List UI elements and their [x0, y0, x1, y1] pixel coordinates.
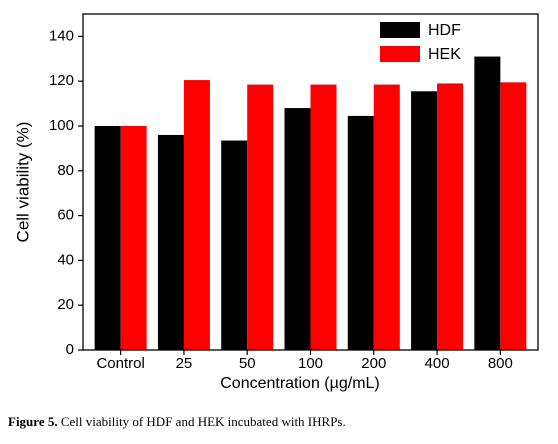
x-axis-label: Concentration (µg/mL) [220, 375, 380, 392]
chart: Concentration (µg/mL) Cell viability (%)… [13, 13, 539, 392]
y-tick-label: 100 [49, 117, 74, 134]
legend-swatch [380, 46, 420, 62]
bar [500, 82, 527, 350]
legend-label: HEK [428, 46, 461, 63]
plot-frame [82, 13, 539, 351]
legend-label: HDF [428, 22, 461, 39]
caption-label: Figure 5. [8, 414, 58, 429]
y-axis-label: Cell viability (%) [13, 122, 32, 243]
bar [120, 126, 147, 350]
y-tick-label: 80 [57, 162, 74, 179]
bar [157, 134, 184, 350]
bar [347, 115, 374, 350]
bar [183, 80, 210, 350]
bar [284, 108, 311, 350]
x-tick-label: 50 [239, 355, 256, 372]
caption: Figure 5. Cell viability of HDF and HEK … [8, 414, 346, 430]
bar [247, 84, 274, 350]
y-tick-label: 40 [57, 251, 74, 268]
bar [411, 91, 438, 350]
x-tick-label: Control [96, 355, 144, 372]
legend-swatch [380, 22, 420, 38]
bar [94, 126, 121, 350]
y-tick-label: 0 [66, 341, 74, 358]
y-tick-label: 120 [49, 72, 74, 89]
x-tick-label: 25 [176, 355, 193, 372]
bar [221, 140, 248, 350]
x-tick-label: 800 [488, 355, 513, 372]
y-tick-label: 140 [49, 27, 74, 44]
y-tick-label: 20 [57, 296, 74, 313]
bar [437, 83, 464, 350]
x-tick-label: 200 [361, 355, 386, 372]
x-tick-label: 100 [298, 355, 323, 372]
bar [373, 84, 400, 350]
y-tick-label: 60 [57, 207, 74, 224]
x-tick-label: 400 [425, 355, 450, 372]
bar [474, 56, 501, 351]
caption-text: Cell viability of HDF and HEK incubated … [60, 414, 346, 429]
bar [310, 84, 337, 350]
